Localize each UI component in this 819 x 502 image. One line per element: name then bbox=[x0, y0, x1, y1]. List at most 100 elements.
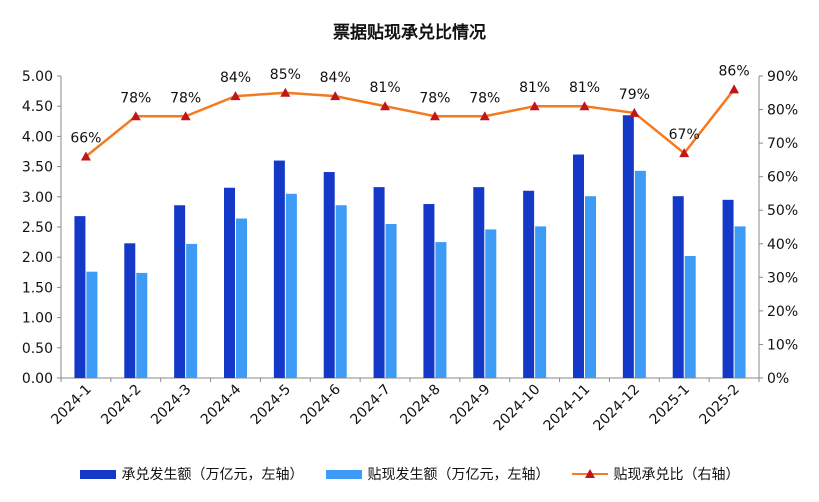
legend-item-acceptance: 承兑发生额（万亿元，左轴） bbox=[79, 464, 304, 484]
ratio-marker bbox=[529, 101, 540, 111]
legend-item-ratio: 贴现承兑比（右轴） bbox=[571, 464, 740, 484]
ratio-marker bbox=[180, 111, 191, 121]
ratio-data-label: 66% bbox=[70, 131, 101, 147]
bar-discount bbox=[535, 226, 547, 378]
y-right-tick-label: 50% bbox=[767, 203, 798, 219]
bar-acceptance bbox=[273, 160, 285, 378]
ratio-data-label: 78% bbox=[419, 90, 450, 106]
y-left-tick-label: 3.00 bbox=[22, 190, 53, 206]
x-tick-label: 2024-9 bbox=[447, 382, 493, 428]
ratio-data-label: 81% bbox=[370, 80, 401, 96]
bar-discount bbox=[734, 226, 746, 378]
ratio-data-label: 78% bbox=[170, 90, 201, 106]
x-tick-label: 2024-11 bbox=[541, 382, 594, 435]
y-right-tick-label: 0% bbox=[767, 371, 789, 387]
ratio-data-label: 85% bbox=[270, 67, 301, 83]
legend-swatch-acceptance bbox=[79, 469, 116, 479]
y-left-tick-label: 1.50 bbox=[22, 280, 53, 296]
legend-item-discount: 贴现发生额（万亿元，左轴） bbox=[325, 464, 550, 484]
x-tick-label: 2024-1 bbox=[48, 382, 94, 428]
bar-discount bbox=[335, 205, 347, 378]
bar-discount bbox=[136, 272, 148, 378]
ratio-data-label: 78% bbox=[469, 90, 500, 106]
y-left-tick-label: 5.00 bbox=[22, 69, 53, 85]
y-right-tick-label: 60% bbox=[767, 170, 798, 186]
y-left-tick-label: 4.50 bbox=[22, 99, 53, 115]
ratio-data-label: 86% bbox=[719, 63, 750, 79]
bar-discount bbox=[634, 170, 646, 378]
bar-discount bbox=[186, 243, 198, 378]
bar-acceptance bbox=[74, 216, 86, 378]
ratio-data-label: 81% bbox=[519, 80, 550, 96]
y-right-tick-label: 80% bbox=[767, 103, 798, 119]
ratio-data-label: 81% bbox=[569, 80, 600, 96]
ratio-marker bbox=[380, 101, 391, 111]
x-tick-label: 2024-10 bbox=[491, 382, 544, 435]
ratio-marker bbox=[230, 91, 241, 101]
y-right-tick-label: 90% bbox=[767, 69, 798, 85]
bar-discount bbox=[285, 193, 297, 378]
y-right-tick-label: 20% bbox=[767, 304, 798, 320]
legend-swatch-discount bbox=[325, 469, 362, 479]
x-tick-label: 2025-1 bbox=[647, 382, 693, 428]
x-tick-label: 2024-12 bbox=[591, 382, 644, 435]
ratio-marker bbox=[579, 101, 590, 111]
ratio-line bbox=[85, 88, 736, 158]
y-left-tick-label: 1.00 bbox=[22, 311, 53, 327]
legend-swatch-ratio bbox=[571, 468, 608, 480]
legend: 承兑发生额（万亿元，左轴） 贴现发生额（万亿元，左轴） 贴现承兑比（右轴） bbox=[0, 462, 819, 486]
x-tick-label: 2024-5 bbox=[248, 382, 294, 428]
legend-label-discount: 贴现发生额（万亿元，左轴） bbox=[367, 467, 550, 483]
legend-label-acceptance: 承兑发生额（万亿元，左轴） bbox=[121, 467, 304, 483]
ratio-data-label: 84% bbox=[320, 70, 351, 86]
bar-acceptance bbox=[473, 187, 485, 378]
y-right-tick-label: 10% bbox=[767, 337, 798, 353]
bar-discount bbox=[86, 271, 98, 378]
ratio-marker bbox=[130, 111, 141, 121]
bar-discount bbox=[485, 229, 497, 378]
ratio-data-label: 79% bbox=[619, 87, 650, 103]
x-tick-label: 2024-7 bbox=[348, 382, 394, 428]
x-tick-label: 2025-2 bbox=[697, 382, 743, 428]
bar-acceptance bbox=[174, 205, 186, 378]
bar-discount bbox=[585, 196, 596, 378]
bar-acceptance bbox=[124, 243, 136, 378]
ratio-marker bbox=[429, 111, 440, 121]
bar-discount bbox=[236, 218, 247, 378]
ratio-marker bbox=[280, 87, 291, 97]
ratio-data-label: 84% bbox=[220, 70, 251, 86]
y-left-tick-label: 0.00 bbox=[22, 371, 53, 387]
x-tick-label: 2024-3 bbox=[148, 382, 194, 428]
ratio-marker bbox=[629, 107, 640, 117]
x-tick-label: 2024-4 bbox=[198, 381, 244, 427]
y-left-tick-label: 3.50 bbox=[22, 160, 53, 176]
ratio-data-label: 67% bbox=[669, 127, 700, 143]
bar-acceptance bbox=[423, 204, 435, 378]
chart-title: 票据贴现承兑比情况 bbox=[333, 23, 486, 43]
y-left-tick-label: 0.50 bbox=[22, 341, 53, 357]
ratio-marker bbox=[679, 148, 690, 158]
bar-acceptance bbox=[373, 187, 385, 378]
ratio-marker bbox=[729, 84, 740, 94]
bar-discount bbox=[385, 223, 397, 378]
x-tick-label: 2024-6 bbox=[298, 381, 344, 427]
bar-acceptance bbox=[573, 154, 584, 378]
bar-acceptance bbox=[722, 199, 734, 378]
bar-discount bbox=[435, 242, 447, 378]
y-right-tick-label: 70% bbox=[767, 136, 798, 152]
ratio-marker bbox=[479, 111, 490, 121]
x-tick-label: 2024-2 bbox=[98, 382, 144, 428]
legend-label-ratio: 贴现承兑比（右轴） bbox=[613, 467, 740, 483]
bar-acceptance bbox=[224, 187, 235, 378]
y-left-tick-label: 4.00 bbox=[22, 129, 53, 145]
y-right-tick-label: 30% bbox=[767, 270, 798, 286]
y-left-tick-label: 2.00 bbox=[22, 250, 53, 266]
bar-acceptance bbox=[323, 172, 335, 378]
ratio-data-label: 78% bbox=[120, 90, 151, 106]
y-left-tick-label: 2.50 bbox=[22, 220, 53, 236]
x-tick-label: 2024-8 bbox=[397, 382, 443, 428]
bar-acceptance bbox=[672, 196, 684, 378]
ratio-marker bbox=[330, 91, 341, 101]
